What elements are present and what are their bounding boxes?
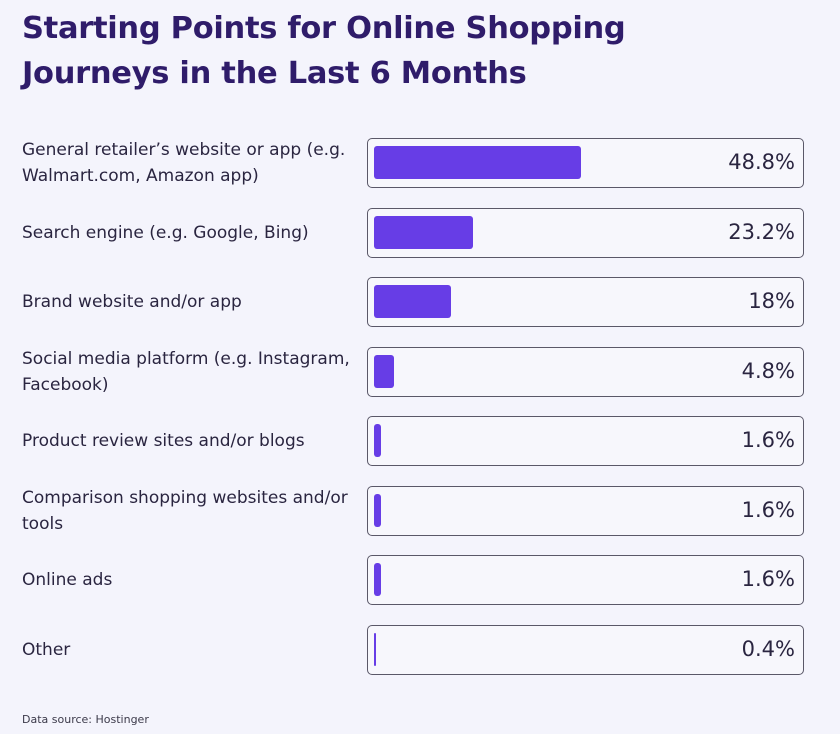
value-label: 1.6% — [741, 567, 795, 591]
category-label: Search engine (e.g. Google, Bing) — [22, 223, 309, 243]
bar — [374, 216, 473, 249]
category-label: General retailer’s website or app (e.g. … — [22, 140, 346, 186]
chart-title: Starting Points for Online Shopping Jour… — [22, 11, 626, 91]
bar-frame: 1.6% — [367, 416, 804, 466]
bar-frame: 18% — [367, 277, 804, 327]
bar — [374, 563, 381, 596]
bar — [374, 355, 395, 388]
category-label: Brand website and/or app — [22, 292, 242, 312]
value-label: 4.8% — [741, 359, 795, 383]
value-label: 1.6% — [741, 428, 795, 452]
bar — [374, 146, 582, 179]
category-label: Comparison shopping websites and/or tool… — [22, 488, 348, 534]
data-source: Data source: Hostinger — [22, 713, 149, 726]
category-label: Online ads — [22, 570, 113, 590]
bar-frame: 23.2% — [367, 208, 804, 258]
bar-frame: 48.8% — [367, 138, 804, 188]
category-label: Social media platform (e.g. Instagram, F… — [22, 349, 350, 395]
value-label: 18% — [748, 289, 795, 313]
bar-frame: 1.6% — [367, 486, 804, 536]
bar — [374, 424, 381, 457]
bar-frame: 4.8% — [367, 347, 804, 397]
bar — [374, 494, 381, 527]
bar — [374, 633, 376, 666]
value-label: 0.4% — [741, 637, 795, 661]
bar — [374, 285, 451, 318]
category-label: Other — [22, 640, 71, 660]
category-label: Product review sites and/or blogs — [22, 431, 305, 451]
value-label: 1.6% — [741, 498, 795, 522]
bar-frame: 0.4% — [367, 625, 804, 675]
value-label: 48.8% — [728, 150, 795, 174]
value-label: 23.2% — [728, 220, 795, 244]
bar-frame: 1.6% — [367, 555, 804, 605]
